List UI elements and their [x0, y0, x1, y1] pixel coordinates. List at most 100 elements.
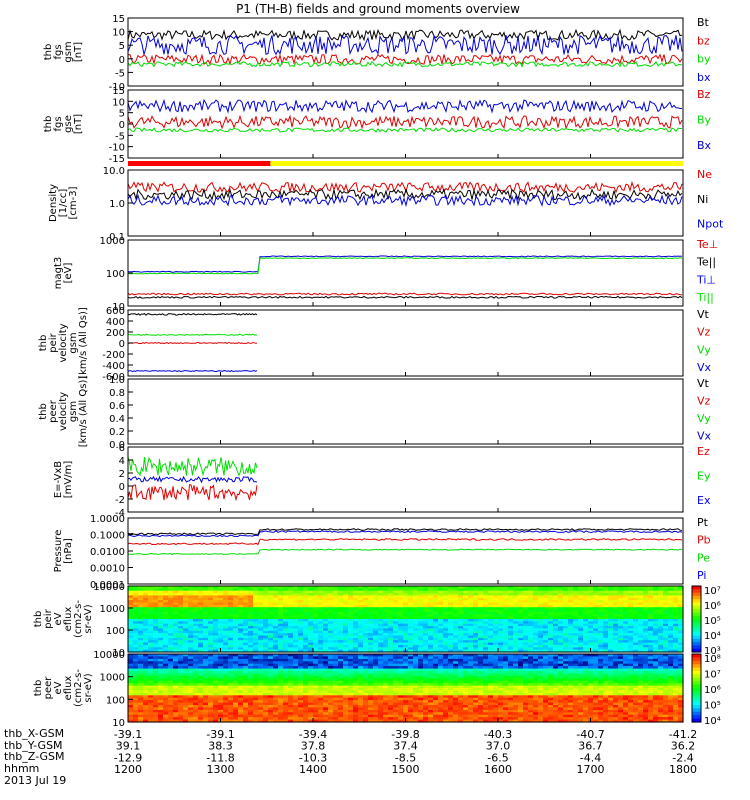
spectrogram-cell — [308, 621, 314, 625]
spectrogram-cell — [538, 642, 544, 646]
spectrogram-cell — [328, 600, 334, 604]
spectrogram-cell — [213, 600, 219, 604]
spectrogram-cell — [623, 621, 629, 625]
spectrogram-cell — [423, 602, 429, 606]
spectrogram-cell — [663, 604, 669, 608]
spectrogram-cell — [368, 590, 374, 594]
spectrogram-cell — [443, 588, 449, 592]
spectrogram-cell — [513, 658, 519, 662]
spectrogram-cell — [543, 680, 549, 684]
spectrogram-cell — [528, 602, 534, 606]
spectrogram-cell — [168, 604, 174, 608]
spectrogram-cell — [283, 595, 289, 599]
spectrogram-cell — [243, 668, 249, 672]
spectrogram-cell — [243, 673, 249, 677]
spectrogram-cell — [178, 673, 184, 677]
spectrogram-cell — [183, 680, 189, 684]
spectrogram-cell — [403, 607, 409, 611]
spectrogram-cell — [678, 607, 684, 611]
spectrogram-cell — [188, 611, 194, 615]
spectrogram-cell — [628, 600, 634, 604]
spectrogram-cell — [643, 673, 649, 677]
spectrogram-cell — [673, 630, 679, 634]
spectrogram-cell — [543, 642, 549, 646]
spectrogram-cell — [448, 586, 454, 589]
spectrogram-cell — [563, 630, 569, 634]
spectrogram-cell — [168, 590, 174, 594]
spectrogram-cell — [218, 673, 224, 677]
spectrogram-cell — [643, 647, 649, 651]
spectrogram-cell — [283, 597, 289, 601]
spectrogram-cell — [233, 649, 239, 653]
spectrogram-cell — [543, 661, 549, 665]
spectrogram-cell — [508, 595, 514, 599]
spectrogram-cell — [343, 588, 349, 592]
spectrogram-cell — [308, 600, 314, 604]
spectrogram-cell — [453, 628, 459, 632]
spectrogram-cell — [148, 678, 154, 682]
y-tick-label: 0.1 — [109, 232, 125, 243]
spectrogram-cell — [363, 616, 369, 620]
spectrogram-cell — [503, 590, 509, 594]
spectrogram-cell — [348, 616, 354, 620]
spectrogram-cell — [143, 683, 149, 687]
spectrogram-cell — [218, 680, 224, 684]
spectrogram-cell — [238, 588, 244, 592]
spectrogram-cell — [503, 640, 509, 644]
spectrogram-cell — [148, 628, 154, 632]
legend-vy: Vy — [697, 343, 711, 356]
spectrogram-cell — [238, 623, 244, 627]
spectrogram-cell — [378, 654, 384, 657]
spectrogram-cell — [268, 626, 274, 630]
spectrogram-cell — [133, 661, 139, 665]
spectrogram-cell — [663, 637, 669, 641]
spectrogram-cell — [618, 614, 624, 618]
spectrogram-cell — [458, 597, 464, 601]
spectrogram-cell — [303, 611, 309, 615]
spectrogram-cell — [428, 654, 434, 657]
spectrogram-cell — [343, 586, 349, 589]
spectrogram-cell — [663, 673, 669, 677]
spectrogram-cell — [608, 683, 614, 687]
spectrogram-cell — [678, 649, 684, 653]
spectrogram-cell — [668, 640, 674, 644]
spectrogram-cell — [428, 683, 434, 687]
series-ni-line — [127, 187, 683, 202]
spectrogram-cell — [288, 600, 294, 604]
spectrogram-cell — [433, 621, 439, 625]
spectrogram-cell — [538, 680, 544, 684]
spectrogram-cell — [433, 666, 439, 670]
spectrogram-cell — [583, 644, 589, 648]
spectrogram-cell — [588, 685, 594, 689]
spectrogram-cell — [578, 647, 584, 651]
spectrogram-cell — [333, 661, 339, 665]
spectrogram-cell — [293, 683, 299, 687]
spectrogram-cell — [293, 630, 299, 634]
spectrogram-cell — [448, 595, 454, 599]
spectrogram-cell — [448, 668, 454, 672]
spectrogram-cell — [213, 635, 219, 639]
spectrogram-cell — [433, 607, 439, 611]
spectrogram-cell — [398, 586, 404, 589]
spectrogram-cell — [368, 600, 374, 604]
y-tick-label: 100 — [106, 269, 125, 280]
spectrogram-cell — [628, 630, 634, 634]
spectrogram-cell — [518, 626, 524, 630]
spectrogram-cell — [643, 604, 649, 608]
spectrogram-cell — [148, 673, 154, 677]
spectrogram-cell — [583, 588, 589, 592]
spectrogram-cell — [348, 597, 354, 601]
spectrogram-cell — [413, 644, 419, 648]
spectrogram-cell — [408, 602, 414, 606]
spectrogram-cell — [383, 663, 389, 667]
spectrogram-cell — [343, 647, 349, 651]
spectrogram-cell — [448, 614, 454, 618]
spectrogram-cell — [223, 656, 229, 660]
spectrogram-cell — [668, 658, 674, 662]
spectrogram-cell — [338, 623, 344, 627]
spectrogram-cell — [488, 626, 494, 630]
spectrogram-cell — [333, 675, 339, 679]
series-vy-line — [127, 333, 258, 336]
spectrogram-cell — [343, 644, 349, 648]
spectrogram-cell — [573, 590, 579, 594]
